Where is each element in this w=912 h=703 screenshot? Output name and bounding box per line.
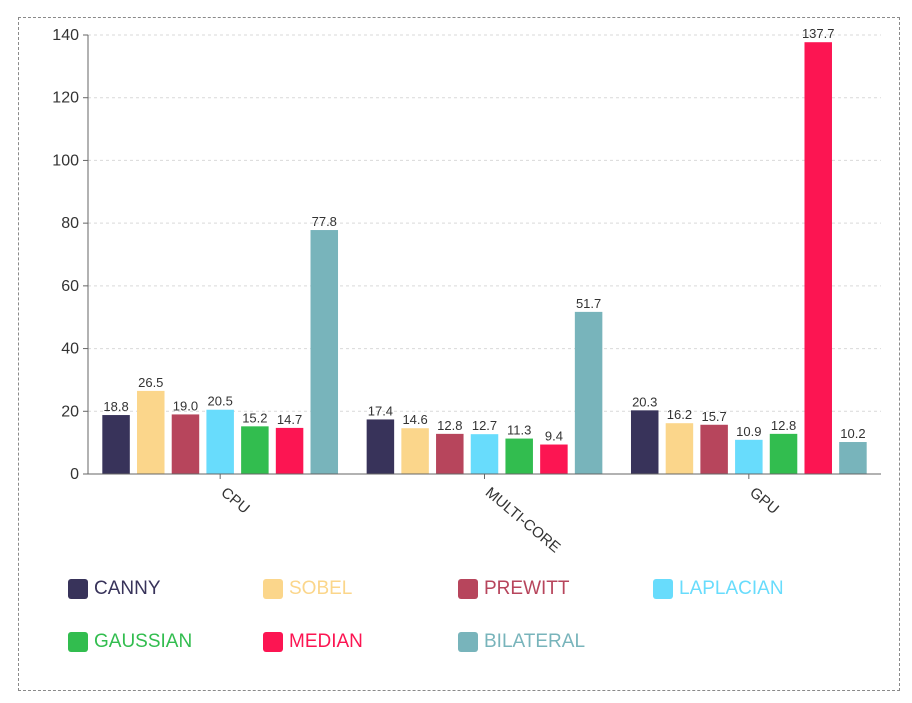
bar xyxy=(436,433,464,474)
bar xyxy=(505,438,533,474)
legend-swatch xyxy=(653,579,673,599)
bar xyxy=(366,419,395,474)
bars xyxy=(102,42,867,474)
legend-swatch xyxy=(458,579,478,599)
legend-swatch xyxy=(68,579,88,599)
bar-value-label: 12.7 xyxy=(472,418,497,433)
bar-value-label: 18.8 xyxy=(103,399,128,414)
x-axis-categories: CPU MULTI-CORE GPU xyxy=(218,484,783,556)
bar xyxy=(574,311,603,474)
bar-value-label: 11.3 xyxy=(507,423,531,438)
bar xyxy=(401,428,429,474)
bar xyxy=(275,427,304,474)
bar xyxy=(630,410,659,474)
bar-value-label: 9.4 xyxy=(545,429,563,444)
y-tick-label: 60 xyxy=(61,278,79,295)
legend-label: BILATERAL xyxy=(484,631,586,652)
legend-label: MEDIAN xyxy=(289,631,363,652)
legend-label: SOBEL xyxy=(289,578,353,599)
bar xyxy=(665,423,694,474)
bar-value-label: 26.5 xyxy=(138,375,163,390)
legend-swatch xyxy=(458,632,478,652)
bar-value-label: 51.7 xyxy=(576,296,601,311)
bar-value-label: 20.5 xyxy=(208,394,233,409)
legend-item[interactable]: PREWITT xyxy=(458,578,570,600)
bar xyxy=(540,444,568,474)
bar-value-label: 16.2 xyxy=(667,407,692,422)
legend-label: LAPLACIAN xyxy=(679,578,784,599)
bar xyxy=(700,424,728,474)
bar xyxy=(839,442,867,474)
y-tick-label: 140 xyxy=(52,27,79,44)
bar xyxy=(470,434,499,474)
bar xyxy=(102,415,130,474)
y-tick-label: 40 xyxy=(61,341,79,358)
bar xyxy=(206,409,234,474)
bar-value-label: 17.4 xyxy=(368,403,393,418)
legend-swatch xyxy=(263,632,283,652)
chart-frame xyxy=(18,17,900,691)
bar-value-label: 137.7 xyxy=(802,26,835,41)
y-tick-label: 80 xyxy=(61,215,79,232)
bar-value-label: 19.0 xyxy=(173,398,198,413)
x-category-label: CPU xyxy=(218,484,253,517)
legend-item[interactable]: LAPLACIAN xyxy=(653,578,784,600)
legend-item[interactable]: BILATERAL xyxy=(458,631,585,653)
legend-item[interactable]: MEDIAN xyxy=(263,631,363,653)
bar-value-label: 12.8 xyxy=(771,418,796,433)
bar-value-label: 10.2 xyxy=(840,426,865,441)
bar-value-label: 10.9 xyxy=(736,424,761,439)
bar xyxy=(769,433,798,474)
bar-value-labels: 18.8 26.5 19.0 20.5 15.2 14.7 77.8 17.4 14.6 12.8… xyxy=(103,26,865,443)
legend-swatch xyxy=(263,579,283,599)
legend-swatch xyxy=(68,632,88,652)
legend-label: PREWITT xyxy=(484,578,570,599)
legend-label: GAUSSIAN xyxy=(94,631,193,652)
x-category-label: MULTI-CORE xyxy=(482,484,564,556)
y-axis-ticks: 0 20 40 60 80 100 120 140 xyxy=(52,27,750,483)
bar xyxy=(310,230,339,474)
legend-label: CANNY xyxy=(94,578,161,599)
bar-value-label: 77.8 xyxy=(312,214,337,229)
grid-lines xyxy=(88,34,881,412)
legend-item[interactable]: GAUSSIAN xyxy=(68,631,192,653)
bar-value-label: 15.7 xyxy=(701,409,726,424)
bar-value-label: 14.6 xyxy=(402,412,427,427)
bar-value-label: 20.3 xyxy=(632,394,657,409)
bar xyxy=(137,390,165,474)
y-tick-label: 20 xyxy=(61,403,79,420)
y-tick-label: 120 xyxy=(52,90,79,107)
bar-value-label: 15.2 xyxy=(242,410,267,425)
bar xyxy=(804,42,832,474)
bar-value-label: 14.7 xyxy=(277,412,302,427)
y-tick-label: 0 xyxy=(70,466,79,483)
bar-value-label: 12.8 xyxy=(437,418,462,433)
bar xyxy=(241,426,269,474)
bar xyxy=(171,414,200,474)
x-category-label: GPU xyxy=(746,484,782,518)
bar xyxy=(735,439,763,474)
legend-item[interactable]: CANNY xyxy=(68,578,161,600)
y-tick-label: 100 xyxy=(52,152,79,169)
legend-item[interactable]: SOBEL xyxy=(263,578,352,600)
